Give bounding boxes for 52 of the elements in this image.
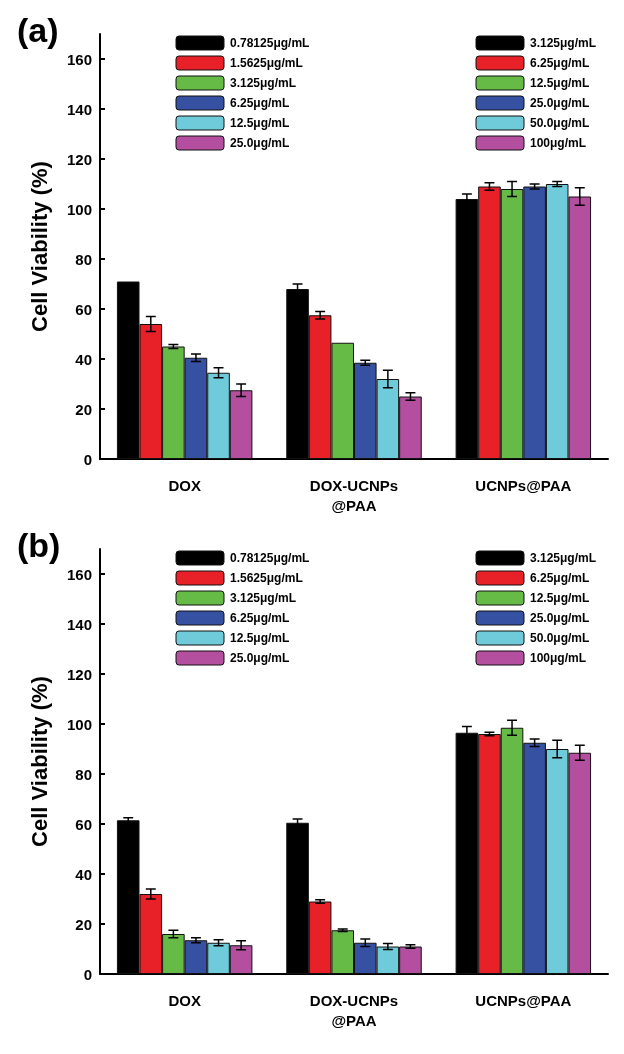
y-tick-label: 80: [75, 250, 92, 268]
x-tick-label: DOX: [168, 476, 201, 494]
y-tick-label: 80: [75, 765, 92, 783]
y-tick-label: 60: [75, 815, 92, 833]
y-tick-label: 160: [66, 565, 92, 583]
legend-label: 6.25μg/mL: [230, 96, 290, 110]
y-tick-label: 20: [75, 915, 92, 933]
legend-label: 25.0μg/mL: [230, 136, 290, 150]
chart-title: (b): [17, 526, 61, 564]
legend-label: 25.0μg/mL: [530, 611, 590, 625]
y-tick-label: 160: [66, 50, 92, 68]
y-tick-label: 60: [75, 300, 92, 318]
y-tick-label: 40: [75, 865, 92, 883]
legend-label: 100μg/mL: [530, 136, 587, 150]
y-tick-label: 40: [75, 350, 92, 368]
legend-label: 1.5625μg/mL: [230, 56, 303, 70]
legend-label: 0.78125μg/mL: [230, 36, 310, 50]
legend-label: 25.0μg/mL: [230, 651, 290, 665]
y-tick-label: 120: [66, 665, 92, 683]
legend-label: 3.125μg/mL: [530, 36, 597, 50]
legend-label: 6.25μg/mL: [230, 611, 290, 625]
legend-label: 1.5625μg/mL: [230, 571, 303, 585]
legend-label: 3.125μg/mL: [230, 76, 297, 90]
y-tick-label: 120: [66, 150, 92, 168]
legend-label: 12.5μg/mL: [530, 591, 590, 605]
legend-label: 12.5μg/mL: [230, 631, 290, 645]
legend-label: 0.78125μg/mL: [230, 551, 310, 565]
legend-label: 3.125μg/mL: [230, 591, 297, 605]
legend-label: 100μg/mL: [530, 651, 587, 665]
x-tick-label: DOX: [168, 991, 201, 1009]
y-axis-title: Cell Viability (%): [26, 161, 52, 332]
y-tick-label: 20: [75, 400, 92, 418]
x-tick-label: DOX-UCNPs @PAA: [309, 476, 399, 514]
legend-label: 12.5μg/mL: [530, 76, 590, 90]
legend-label: 50.0μg/mL: [530, 116, 590, 130]
x-tick-label: DOX-UCNPs @PAA: [309, 991, 399, 1029]
y-tick-label: 0: [83, 965, 92, 983]
y-axis-title: Cell Viability (%): [26, 676, 52, 847]
chart-title: (a): [17, 11, 59, 49]
legend-label: 6.25μg/mL: [530, 571, 590, 585]
legend-label: 6.25μg/mL: [530, 56, 590, 70]
legend-label: 12.5μg/mL: [230, 116, 290, 130]
y-tick-label: 140: [66, 100, 92, 118]
legend-label: 50.0μg/mL: [530, 631, 590, 645]
y-tick-label: 0: [83, 450, 92, 468]
legend-label: 3.125μg/mL: [530, 551, 597, 565]
legend-label: 25.0μg/mL: [530, 96, 590, 110]
y-tick-label: 100: [66, 715, 92, 733]
x-tick-label: UCNPs@PAA: [475, 476, 572, 494]
y-tick-label: 140: [66, 615, 92, 633]
y-tick-label: 100: [66, 200, 92, 218]
x-tick-label: UCNPs@PAA: [475, 991, 572, 1009]
